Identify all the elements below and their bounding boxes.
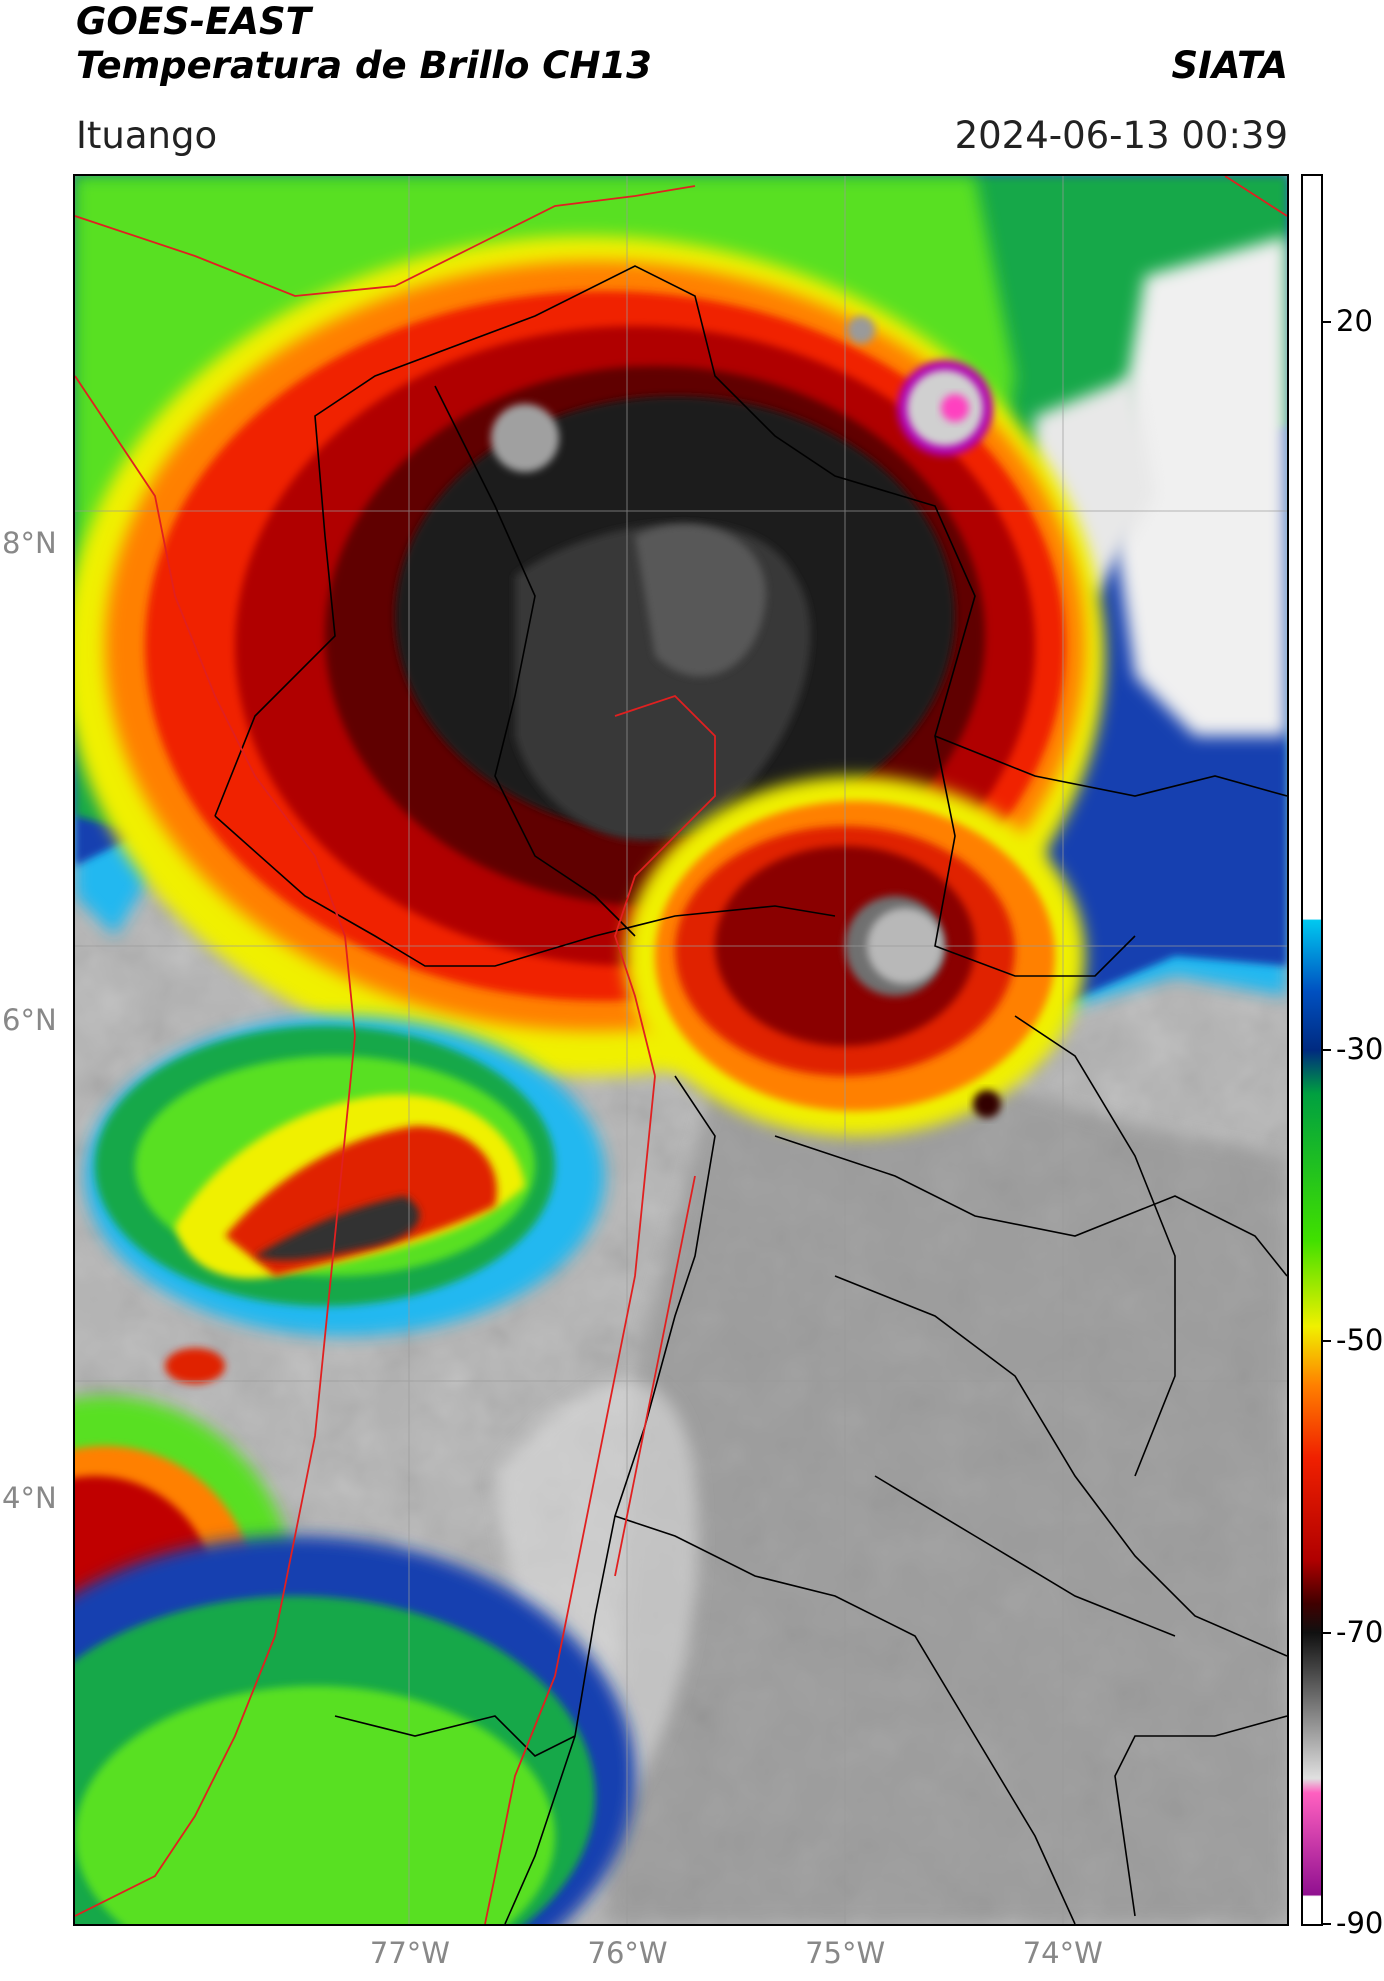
title-product: Temperatura de Brillo CH13 <box>76 44 652 87</box>
colorbar-tick <box>1323 320 1331 323</box>
graticule <box>75 176 1287 1924</box>
colorbar-tick <box>1323 1923 1331 1925</box>
agency-label: SIATA <box>1171 44 1288 87</box>
lat-label-6n: 6°N <box>2 1003 57 1038</box>
colorbar-label-minus-70: -70 <box>1336 1614 1384 1649</box>
map-canvas <box>75 176 1287 1924</box>
lat-label-8n: 8°N <box>2 525 57 560</box>
lon-label-76w: 76°W <box>587 1936 668 1970</box>
lon-label-77w: 77°W <box>369 1936 450 1970</box>
lon-label-74w: 74°W <box>1022 1936 1103 1970</box>
colorbar <box>1301 174 1323 1926</box>
lon-label-75w: 75°W <box>805 1936 886 1970</box>
location-label: Ituango <box>76 114 218 157</box>
colorbar-tick <box>1323 1049 1331 1051</box>
title-satellite: GOES-EAST <box>76 0 311 43</box>
timestamp-label: 2024-06-13 00:39 <box>954 114 1288 157</box>
colorbar-label-20: 20 <box>1336 303 1373 338</box>
colorbar-gradient <box>1303 176 1321 1924</box>
cloud-top-field <box>75 176 1287 1924</box>
lat-label-4n: 4°N <box>2 1480 57 1515</box>
colorbar-tick <box>1323 1340 1331 1343</box>
country-boundaries <box>75 176 1287 1924</box>
colorbar-label-minus-50: -50 <box>1336 1323 1384 1358</box>
colorbar-label-minus-90: -90 <box>1336 1906 1384 1940</box>
satellite-map[interactable] <box>73 174 1289 1926</box>
colorbar-label-minus-30: -30 <box>1336 1032 1384 1066</box>
colorbar-tick <box>1323 1631 1331 1634</box>
admin-boundaries <box>214 265 1287 1924</box>
